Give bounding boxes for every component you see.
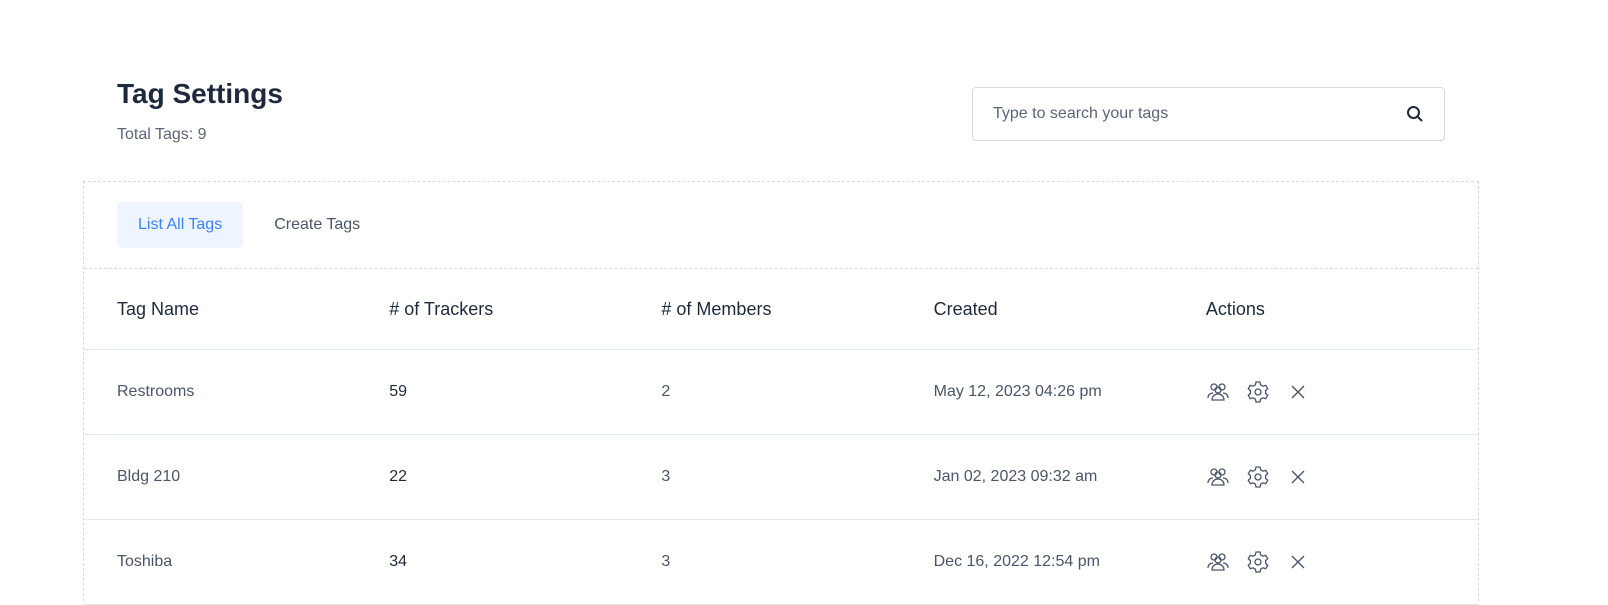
created-date: Jan 02, 2023 09:32 am	[933, 468, 1098, 485]
table-row: Toshiba 34 3 Dec 16, 2022 12:54 pm	[84, 520, 1478, 605]
member-count: 3	[661, 553, 671, 570]
gear-icon[interactable]	[1246, 550, 1270, 574]
users-icon[interactable]	[1206, 380, 1230, 404]
gear-icon[interactable]	[1246, 380, 1270, 404]
table-row: Bldg 210 22 3 Jan 02, 2023 09:32 am	[84, 435, 1478, 520]
row-actions	[1206, 465, 1478, 489]
close-icon[interactable]	[1286, 550, 1310, 574]
tag-name: Bldg 210	[117, 468, 181, 485]
close-icon[interactable]	[1286, 380, 1310, 404]
tracker-count: 34	[389, 553, 407, 570]
search-input[interactable]	[993, 105, 1406, 123]
tracker-count: 59	[389, 383, 407, 400]
tab-create-tags[interactable]: Create Tags	[274, 216, 361, 233]
close-icon[interactable]	[1286, 465, 1310, 489]
tag-name: Restrooms	[117, 383, 195, 400]
created-date: May 12, 2023 04:26 pm	[933, 383, 1102, 400]
tracker-count: 22	[389, 468, 407, 485]
tab-bar: List All Tags Create Tags	[84, 182, 1478, 269]
search-icon[interactable]	[1406, 105, 1424, 123]
tag-name: Toshiba	[117, 553, 173, 570]
page-title: Tag Settings	[117, 78, 283, 109]
member-count: 2	[661, 383, 671, 400]
gear-icon[interactable]	[1246, 465, 1270, 489]
users-icon[interactable]	[1206, 550, 1230, 574]
total-tags: Total Tags: 9	[117, 126, 207, 143]
column-actions: Actions	[1205, 298, 1265, 319]
column-members[interactable]: # of Members	[661, 298, 772, 319]
column-tag-name[interactable]: Tag Name	[117, 298, 200, 319]
tab-list-all-tags[interactable]: List All Tags	[117, 202, 244, 248]
column-created[interactable]: Created	[933, 298, 998, 319]
users-icon[interactable]	[1206, 465, 1230, 489]
search-box[interactable]	[972, 87, 1445, 141]
member-count: 3	[661, 468, 671, 485]
created-date: Dec 16, 2022 12:54 pm	[933, 553, 1100, 570]
tags-card: List All Tags Create Tags Tag Name # of …	[83, 181, 1479, 605]
row-actions	[1206, 380, 1478, 404]
table-header: Tag Name # of Trackers # of Members Crea…	[84, 269, 1478, 350]
column-trackers[interactable]: # of Trackers	[389, 298, 494, 319]
table-row: Restrooms 59 2 May 12, 2023 04:26 pm	[84, 350, 1478, 435]
row-actions	[1206, 550, 1478, 574]
